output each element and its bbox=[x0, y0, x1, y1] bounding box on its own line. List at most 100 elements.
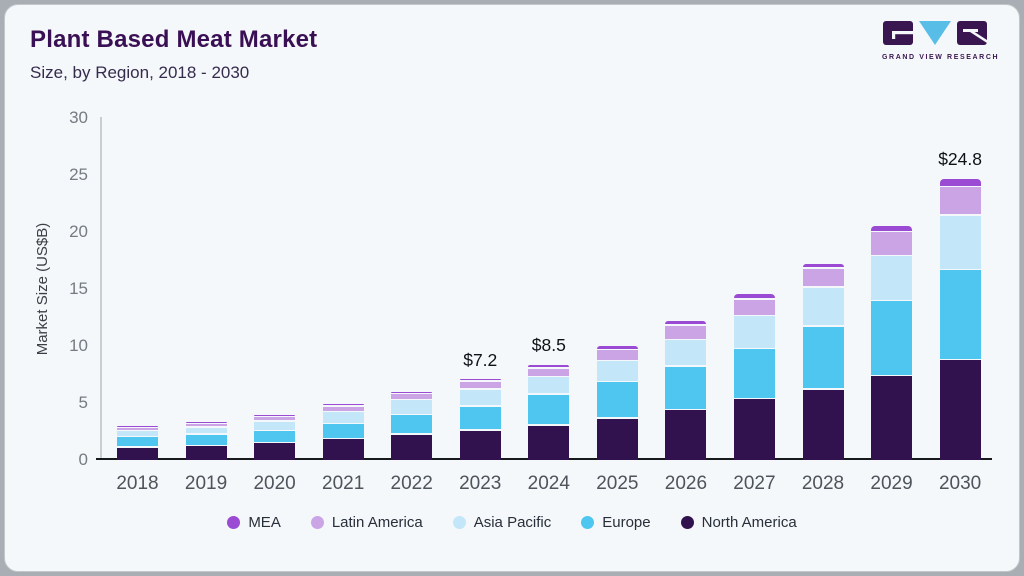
y-tick-label: 0 bbox=[78, 450, 88, 469]
legend-item-north-america: North America bbox=[680, 514, 797, 531]
bar-2030-segment-latin-america bbox=[939, 187, 981, 215]
legend-label: MEA bbox=[248, 514, 281, 531]
bar-2018-segment-mea bbox=[117, 425, 158, 427]
bar-2021-segment-mea bbox=[322, 404, 364, 406]
bar-2023-segment-latin-america bbox=[459, 381, 501, 389]
bar-2026-segment-asia-pacific bbox=[665, 340, 707, 366]
legend-item-asia-pacific: Asia Pacific bbox=[452, 514, 552, 531]
bar-value-label-2023: $7.2 bbox=[463, 349, 498, 370]
bar-2030-segment-north-america bbox=[939, 359, 981, 460]
bar-2030-segment-asia-pacific bbox=[939, 215, 981, 270]
y-tick-label: 25 bbox=[69, 165, 88, 184]
bar-2020-segment-north-america bbox=[254, 443, 296, 460]
y-tick-label: 5 bbox=[78, 393, 88, 412]
bar-2023-segment-asia-pacific bbox=[459, 389, 501, 406]
x-tick-label-2030: 2030 bbox=[938, 473, 982, 494]
x-tick-label-2020: 2020 bbox=[253, 473, 296, 494]
bar-2025-segment-north-america bbox=[596, 418, 638, 460]
legend-item-latin-america: Latin America bbox=[310, 514, 423, 531]
legend-label: Latin America bbox=[331, 514, 423, 531]
bar-2024-segment-mea bbox=[528, 364, 570, 368]
x-tick-label-2021: 2021 bbox=[322, 473, 365, 494]
legend-label: North America bbox=[701, 514, 797, 531]
bar-2020-segment-latin-america bbox=[254, 416, 296, 421]
bar-2025-segment-mea bbox=[596, 345, 638, 349]
bar-2021-segment-latin-america bbox=[322, 406, 364, 411]
y-tick-label: 20 bbox=[69, 222, 88, 241]
x-tick-label-2018: 2018 bbox=[116, 473, 159, 494]
bar-2022-segment-latin-america bbox=[391, 394, 433, 400]
bar-2028-segment-europe bbox=[802, 326, 844, 389]
legend-label: Europe bbox=[602, 514, 651, 531]
bar-2029-segment-latin-america bbox=[871, 232, 913, 255]
bar-2027-segment-north-america bbox=[733, 399, 775, 460]
bar-2028-segment-latin-america bbox=[802, 268, 844, 287]
bar-2019-segment-asia-pacific bbox=[185, 427, 227, 434]
bar-2026-segment-latin-america bbox=[665, 325, 707, 339]
bar-2020-segment-asia-pacific bbox=[254, 421, 296, 430]
bar-2028-segment-mea bbox=[802, 263, 844, 268]
bar-2021-segment-europe bbox=[322, 424, 364, 438]
y-tick-label: 15 bbox=[69, 279, 88, 298]
bar-2024-segment-latin-america bbox=[528, 368, 570, 376]
bar-2023-segment-mea bbox=[459, 379, 501, 381]
y-axis-line bbox=[100, 117, 102, 460]
x-tick-label-2026: 2026 bbox=[664, 473, 708, 494]
grand-view-research-logo: GRAND VIEW RESEARCH bbox=[882, 20, 998, 61]
x-tick-label-2024: 2024 bbox=[527, 473, 570, 494]
bar-2022-segment-north-america bbox=[391, 434, 433, 460]
chart-title: Plant Based Meat Market bbox=[30, 26, 318, 53]
legend-dot-icon bbox=[310, 516, 324, 529]
bar-value-label-2030: $24.8 bbox=[938, 149, 982, 170]
bar-2023-segment-north-america bbox=[459, 430, 501, 460]
bar-2019-segment-north-america bbox=[185, 446, 227, 460]
legend-dot-icon bbox=[581, 516, 595, 529]
bar-2019-segment-latin-america bbox=[185, 424, 227, 427]
bar-value-label-2024: $8.5 bbox=[531, 335, 566, 356]
bar-2025-segment-asia-pacific bbox=[596, 361, 638, 381]
legend-dot-icon bbox=[680, 516, 694, 529]
bar-2027-segment-europe bbox=[733, 349, 775, 398]
bar-2028-segment-asia-pacific bbox=[802, 287, 844, 326]
bar-2027-segment-latin-america bbox=[733, 299, 775, 315]
bar-2024-segment-europe bbox=[528, 394, 570, 425]
x-tick-label-2027: 2027 bbox=[733, 473, 776, 494]
bar-2029-segment-north-america bbox=[871, 375, 913, 460]
bar-2021-segment-north-america bbox=[322, 439, 364, 460]
legend-item-europe: Europe bbox=[581, 514, 651, 531]
bar-2019-segment-mea bbox=[185, 421, 227, 423]
bar-2029-segment-europe bbox=[871, 301, 913, 375]
bar-2029-segment-mea bbox=[871, 226, 913, 231]
bar-2021-segment-asia-pacific bbox=[322, 412, 364, 423]
bar-2028-segment-north-america bbox=[802, 389, 844, 460]
legend-dot-icon bbox=[227, 516, 241, 529]
legend-item-mea: MEA bbox=[227, 514, 281, 531]
bar-2018-segment-north-america bbox=[117, 447, 158, 460]
x-tick-label-2028: 2028 bbox=[801, 473, 845, 494]
bar-2025-segment-latin-america bbox=[596, 350, 638, 360]
x-tick-label-2023: 2023 bbox=[459, 473, 502, 494]
bar-2019-segment-europe bbox=[185, 434, 227, 445]
legend-label: Asia Pacific bbox=[473, 514, 552, 531]
x-tick-label-2019: 2019 bbox=[184, 473, 228, 494]
bar-2018-segment-europe bbox=[117, 436, 158, 447]
bar-2020-segment-mea bbox=[254, 414, 296, 416]
bar-2023-segment-europe bbox=[459, 406, 501, 430]
bar-2022-segment-mea bbox=[391, 391, 433, 393]
x-tick-label-2025: 2025 bbox=[596, 473, 639, 494]
bar-2026-segment-europe bbox=[665, 366, 707, 409]
bar-2027-segment-mea bbox=[733, 294, 775, 299]
bar-2029-segment-asia-pacific bbox=[871, 256, 913, 300]
bar-2018-segment-latin-america bbox=[117, 428, 158, 430]
bar-2022-segment-asia-pacific bbox=[391, 400, 433, 414]
bar-2022-segment-europe bbox=[391, 415, 433, 434]
y-tick-label: 30 bbox=[69, 108, 88, 127]
x-tick-label-2022: 2022 bbox=[390, 473, 433, 494]
bar-2026-segment-north-america bbox=[665, 410, 707, 460]
x-tick-label-2029: 2029 bbox=[870, 473, 913, 494]
chart-subtitle: Size, by Region, 2018 - 2030 bbox=[30, 63, 250, 82]
chart-card bbox=[4, 4, 1020, 572]
legend: MEA Latin America Asia Pacific Europe North … bbox=[0, 514, 1024, 531]
y-tick-label: 10 bbox=[69, 336, 88, 355]
